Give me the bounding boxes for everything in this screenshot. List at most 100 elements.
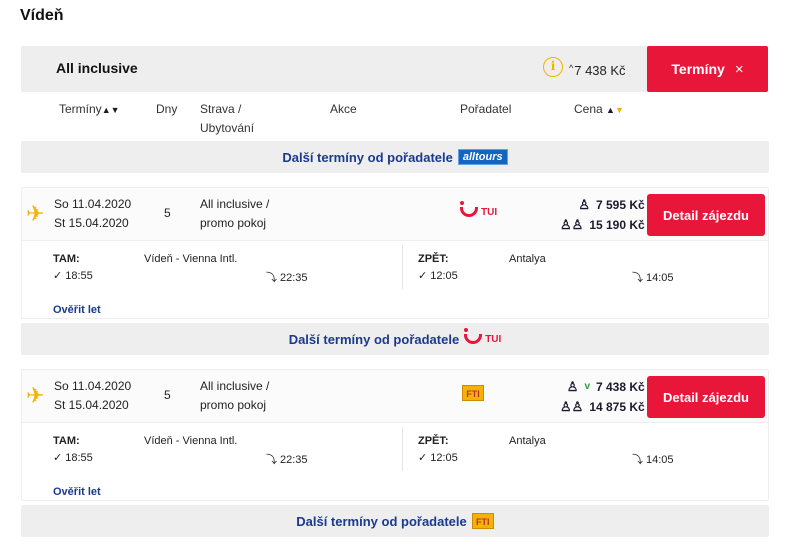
sort-up-icon[interactable]: ▲ [606, 105, 615, 115]
flight-info: TAM: ✓ 18:55 Vídeň - Vienna Intl. ⤵ 22:35 … [22, 240, 768, 318]
zpet-label: ZPĚT: [418, 253, 449, 265]
zpet-place: Antalya [509, 435, 546, 447]
departure-icon: ✓ [418, 270, 428, 282]
offer-prices: ♙ v 7 438 Kč ♙♙ 14 875 Kč [560, 377, 645, 417]
page-bottom-fade [0, 537, 785, 550]
divider [402, 427, 403, 471]
tam-departure: ✓ 18:55 [53, 451, 93, 464]
departure-icon: ✓ [418, 452, 428, 464]
tam-place: Vídeň - Vienna Intl. [144, 435, 238, 447]
zpet-departure: ✓ 12:05 [418, 269, 458, 282]
verify-flight-link[interactable]: Ověřit let [53, 486, 101, 498]
zpet-arrival: ⤵ 14:05 [632, 451, 674, 467]
sort-icon[interactable]: ▲▼ [101, 105, 120, 115]
price-single: 7 595 Kč [596, 198, 645, 212]
price-caret: ^ [569, 63, 574, 73]
tam-arrival-time: 22:35 [280, 272, 308, 284]
tui-logo: TUI [464, 328, 502, 345]
column-strava-line1: Strava / [200, 102, 242, 116]
close-icon[interactable]: × [734, 60, 744, 78]
zpet-departure-time: 12:05 [430, 270, 458, 282]
offer-dates: So 11.04.2020 St 15.04.2020 [54, 377, 131, 415]
date-from: So 11.04.2020 [54, 379, 132, 393]
price-single: 7 438 Kč [596, 380, 645, 394]
offer-row: ✈ So 11.04.2020 St 15.04.2020 5 All incl… [21, 187, 769, 319]
tam-label: TAM: [53, 435, 80, 447]
board-line1: All inclusive / [200, 197, 270, 211]
more-dates-alltours[interactable]: Další termíny od pořadatele alltours [21, 141, 769, 173]
summary-board: All inclusive [56, 60, 138, 76]
tui-logo: TUI [460, 201, 498, 222]
column-strava-line2: Ubytování [200, 121, 255, 135]
column-terminy-label: Termíny [59, 102, 102, 116]
more-dates-fti[interactable]: Další termíny od pořadatele FTI [21, 505, 769, 537]
more-dates-label: Další termíny od pořadatele [296, 513, 467, 529]
sort-down-icon[interactable]: ▼ [614, 105, 624, 115]
zpet-arrival: ⤵ 14:05 [632, 269, 674, 285]
arrival-icon: ⤵ [632, 454, 643, 466]
cheapest-check: v [584, 381, 590, 392]
tam-arrival: ⤵ 22:35 [266, 451, 308, 467]
date-to: St 15.04.2020 [54, 398, 129, 412]
terminy-button[interactable]: Termíny × [647, 46, 768, 92]
zpet-arrival-time: 14:05 [646, 272, 674, 284]
person-icon: ♙ [578, 197, 590, 212]
price-double: 14 875 Kč [589, 400, 645, 414]
column-terminy[interactable]: Termíny▲▼ [59, 100, 120, 120]
arrival-icon: ⤵ [266, 454, 277, 466]
offer-dates: So 11.04.2020 St 15.04.2020 [54, 195, 131, 233]
column-strava: Strava / Ubytování [200, 100, 254, 138]
column-akce: Akce [330, 102, 357, 116]
column-poradatel: Pořadatel [460, 102, 512, 116]
alltours-logo: alltours [457, 149, 508, 165]
tam-arrival-time: 22:35 [280, 454, 308, 466]
date-to: St 15.04.2020 [54, 216, 129, 230]
arrival-icon: ⤵ [632, 272, 643, 284]
info-icon[interactable]: i [543, 57, 563, 77]
tam-place: Vídeň - Vienna Intl. [144, 253, 238, 265]
detail-button[interactable]: Detail zájezdu [647, 194, 765, 236]
page-title: Vídeň [20, 7, 64, 24]
departure-icon: ✓ [53, 270, 63, 282]
arrival-icon: ⤵ [266, 272, 277, 284]
tam-departure-time: 18:55 [65, 270, 93, 282]
offer-prices: ♙ 7 595 Kč ♙♙ 15 190 Kč [560, 195, 645, 235]
fti-logo-text: FTI [462, 385, 484, 401]
column-cena-label: Cena [574, 102, 603, 116]
offer-board: All inclusive / promo pokoj [200, 195, 269, 233]
tam-departure: ✓ 18:55 [53, 269, 93, 282]
plane-icon: ✈ [26, 201, 45, 226]
detail-button[interactable]: Detail zájezdu [647, 376, 765, 418]
summary-price-value: 7 438 Kč [574, 63, 626, 78]
zpet-label: ZPĚT: [418, 435, 449, 447]
zpet-arrival-time: 14:05 [646, 454, 674, 466]
two-persons-icon: ♙♙ [560, 217, 584, 232]
column-dny: Dny [156, 102, 178, 116]
tam-arrival: ⤵ 22:35 [266, 269, 308, 285]
column-cena[interactable]: Cena ▲▼ [574, 100, 624, 120]
more-dates-label: Další termíny od pořadatele [282, 149, 453, 165]
fti-logo: FTI [462, 384, 484, 402]
person-icon: ♙ [566, 379, 579, 394]
departure-icon: ✓ [53, 452, 63, 464]
tui-logo-text: TUI [485, 333, 502, 345]
tam-departure-time: 18:55 [65, 452, 93, 464]
date-from: So 11.04.2020 [54, 197, 132, 211]
plane-icon: ✈ [26, 383, 45, 408]
offer-board: All inclusive / promo pokoj [200, 377, 269, 415]
summary-bar: All inclusive i ^7 438 Kč [21, 46, 768, 92]
fti-logo: FTI [471, 513, 494, 529]
board-line2: promo pokoj [200, 398, 267, 412]
tam-label: TAM: [53, 253, 80, 265]
zpet-departure-time: 12:05 [430, 452, 458, 464]
tui-logo-text: TUI [481, 206, 498, 218]
zpet-departure: ✓ 12:05 [418, 451, 458, 464]
flight-info: TAM: ✓ 18:55 Vídeň - Vienna Intl. ⤵ 22:35 … [22, 422, 768, 500]
verify-flight-link[interactable]: Ověřit let [53, 304, 101, 316]
more-dates-tui[interactable]: Další termíny od pořadatele TUI [21, 323, 769, 355]
divider [402, 245, 403, 289]
more-dates-label: Další termíny od pořadatele [288, 331, 460, 347]
board-line1: All inclusive / [200, 379, 270, 393]
summary-price: ^7 438 Kč [569, 63, 626, 78]
price-double: 15 190 Kč [589, 218, 645, 232]
